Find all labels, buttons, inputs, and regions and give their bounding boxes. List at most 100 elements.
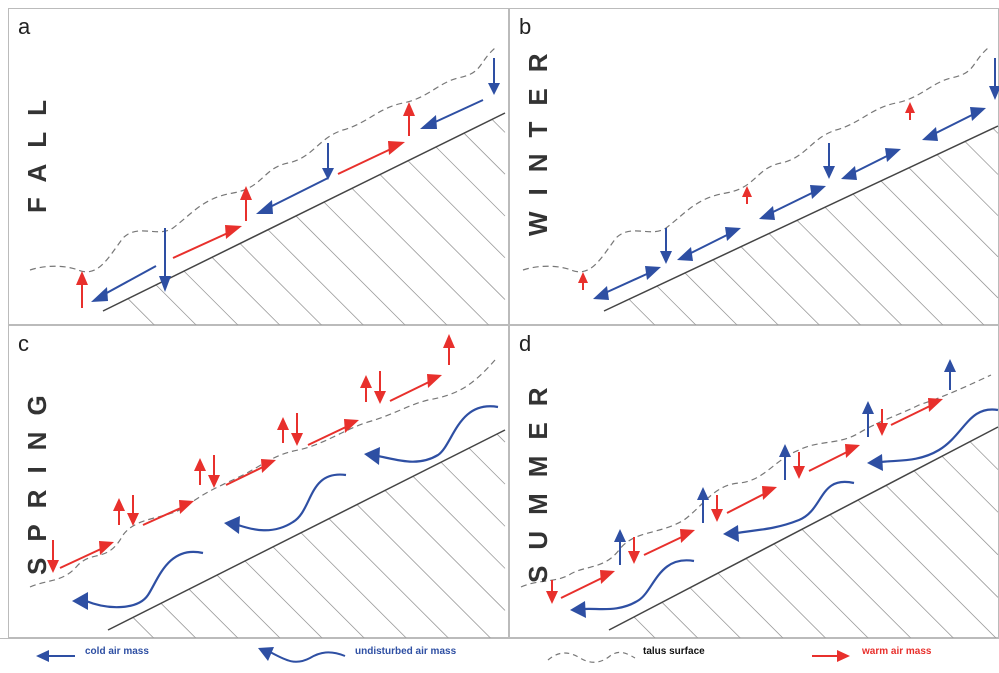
panel-letter: b [519, 14, 532, 39]
warm-air-arrows [546, 398, 943, 604]
legend-warm-label: warm air mass [862, 646, 932, 657]
hatch-line [435, 146, 506, 217]
panel-fall: a FALL [8, 8, 509, 325]
hatch-line [183, 270, 239, 325]
hatch-line [407, 160, 506, 259]
hatch-line [768, 233, 861, 325]
hatch-line [239, 243, 322, 325]
season-label: SPRING [22, 379, 52, 575]
slope-hatch [628, 128, 999, 325]
hatch-line [272, 546, 365, 638]
slope-hatch [633, 441, 999, 638]
talus-surface-line [520, 374, 992, 588]
panel-border [8, 325, 509, 638]
panel-letter: d [519, 331, 532, 356]
hatch-line [351, 188, 489, 325]
hatch-line [323, 201, 448, 325]
talus-surface-line [29, 359, 496, 588]
warm-air-arrows [47, 334, 455, 573]
warm-air-legend-icon [837, 650, 850, 662]
undisturbed-air-arrows [72, 405, 499, 610]
hatch-line [633, 616, 656, 638]
hatch-line [384, 490, 506, 611]
diagram-winter [509, 8, 999, 325]
talus-surface-line [522, 47, 989, 273]
hatch-line [267, 229, 364, 325]
undisturbed-air-legend-icon [258, 647, 274, 661]
talus-surface-line [29, 47, 496, 273]
hatch-line [936, 154, 999, 216]
legend: cold air mass undisturbed air mass talus… [0, 638, 999, 673]
hatch-line [216, 574, 281, 638]
legend-symbols [0, 638, 999, 663]
cold-air-arrows [91, 58, 500, 302]
hatch-line [880, 180, 999, 299]
diagram-fall [8, 8, 509, 325]
hatch-line [941, 455, 999, 513]
slope-surface [608, 426, 999, 631]
hatch-line [328, 518, 449, 638]
legend-warm: warm air mass [862, 646, 932, 657]
diagram-summer [509, 325, 999, 638]
hatch-line [913, 470, 999, 556]
hatch-line [300, 532, 407, 638]
hatch-line [712, 259, 779, 325]
hatch-line [468, 447, 506, 485]
panel-winter: b WINTER [509, 8, 999, 325]
hatch-line [211, 257, 280, 325]
season-label: SUMMER [523, 371, 553, 583]
hatch-line [412, 476, 506, 569]
hatch-line [885, 485, 999, 598]
hatch-line [244, 560, 323, 638]
hatch-line [969, 441, 999, 470]
hatch-line [964, 141, 999, 175]
hatch-line [379, 174, 506, 300]
season-label: WINTER [523, 37, 553, 236]
panel-spring: c SPRING [8, 325, 509, 638]
legend-undisturbed: undisturbed air mass [355, 646, 456, 657]
warm-air-arrows [578, 102, 915, 290]
hatch-line [689, 587, 741, 638]
hatch-line [684, 272, 738, 325]
hatch-line [127, 298, 155, 325]
hatch-line [908, 167, 999, 258]
slope-surface [603, 125, 999, 312]
hatch-line [188, 588, 239, 638]
hatch-line [440, 461, 506, 527]
hatch-line [463, 132, 506, 175]
season-label: FALL [22, 84, 52, 213]
panel-summer: d SUMMER [509, 325, 999, 638]
slope-hatch [127, 119, 506, 325]
hatch-line [628, 298, 656, 325]
legend-undisturbed-label: undisturbed air mass [355, 646, 457, 657]
panel-border [8, 8, 509, 325]
slope-hatch [132, 433, 506, 638]
diagram-spring [8, 325, 509, 638]
hatch-line [773, 543, 869, 638]
panel-letter: a [18, 14, 31, 39]
talus-legend-icon [547, 651, 636, 663]
hatch-line [801, 528, 912, 638]
hatch-line [852, 193, 985, 325]
cold-air-legend-icon [36, 650, 49, 662]
legend-talus: talus surface [643, 646, 705, 657]
hatch-line [496, 433, 506, 443]
hatch-line [796, 220, 902, 325]
hatch-line [829, 514, 954, 638]
hatch-line [717, 572, 784, 638]
undisturbed-air-arrows [570, 359, 999, 618]
cold-air-arrows [593, 58, 999, 300]
hatch-line [740, 246, 820, 325]
hatch-line [132, 617, 154, 638]
hatch-line [356, 504, 491, 638]
hatch-line [491, 119, 506, 133]
panel-letter: c [18, 331, 29, 356]
legend-talus-label: talus surface [643, 646, 705, 657]
hatch-line [661, 602, 698, 638]
hatch-line [656, 285, 697, 325]
hatch-line [857, 499, 997, 638]
hatch-line [295, 215, 406, 325]
legend-cold: cold air mass [85, 646, 149, 657]
legend-cold-label: cold air mass [85, 646, 149, 657]
warm-air-arrows [76, 102, 415, 308]
